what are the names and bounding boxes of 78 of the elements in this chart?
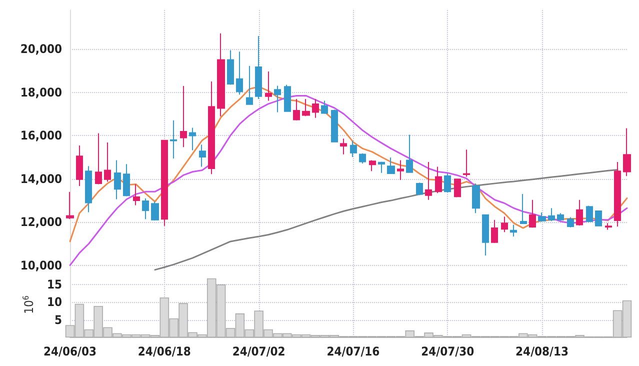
candlestick — [217, 32, 225, 117]
candlestick — [567, 216, 574, 228]
candlestick — [208, 80, 215, 175]
x-tick-label: 24/07/16 — [326, 344, 380, 358]
candlestick — [538, 212, 546, 222]
line-series — [69, 94, 628, 266]
candlestick — [133, 184, 140, 206]
y-tick-label: 20,000 — [20, 42, 62, 56]
candlestick — [520, 194, 527, 224]
candlestick — [359, 152, 366, 164]
candlestick — [265, 70, 272, 102]
candlestick — [463, 149, 470, 178]
candlestick — [340, 138, 347, 155]
candlestick — [66, 191, 74, 220]
candlestick — [548, 208, 555, 222]
candlestick — [614, 162, 621, 228]
candlestick — [387, 156, 395, 174]
x-tick-label: 24/07/30 — [421, 344, 474, 358]
candlestick — [104, 142, 111, 182]
candlestick — [170, 120, 177, 160]
y-tick-label: 14,000 — [20, 172, 62, 186]
candlestick — [576, 199, 583, 226]
candlestick — [529, 199, 536, 228]
candlestick — [151, 201, 159, 221]
candlestick — [227, 50, 234, 86]
x-tick-label: 24/06/03 — [44, 344, 96, 358]
candlestick — [501, 216, 508, 233]
candlestick — [491, 219, 498, 244]
y-tick-label: 12,000 — [20, 215, 62, 230]
candlestick — [472, 182, 480, 214]
candlestick — [454, 178, 461, 198]
candlestick — [302, 98, 310, 117]
candlestick — [586, 205, 593, 223]
candlestick — [180, 86, 187, 148]
y-tick-label: 5 — [54, 312, 62, 327]
candlestick — [595, 210, 602, 227]
y-tick-label: 10 — [46, 295, 62, 310]
candlestick — [331, 109, 338, 143]
candlestick — [482, 214, 489, 256]
candlestick — [435, 166, 442, 194]
candlestick — [123, 164, 130, 197]
candlestick — [416, 182, 423, 196]
candlestick — [284, 84, 291, 112]
x-tick-label: 24/08/13 — [516, 344, 569, 358]
y-tick-label: 16,000 — [20, 128, 62, 143]
candlestick — [246, 65, 253, 106]
candlestick — [605, 222, 612, 230]
y-tick-label: 15 — [46, 277, 62, 292]
candlestick — [76, 145, 83, 187]
candlestick — [623, 128, 631, 177]
candlestick — [406, 134, 413, 174]
candlestick — [397, 160, 404, 180]
candlestick — [95, 132, 102, 185]
candlestick — [236, 51, 243, 96]
candlestick — [255, 35, 262, 100]
candlestick — [444, 172, 451, 193]
y-tick-label: 18,000 — [20, 85, 62, 100]
candlestick — [378, 161, 385, 174]
candlestick — [199, 144, 206, 168]
candlestick — [189, 127, 196, 151]
candlestick — [369, 160, 376, 172]
candlestick — [510, 224, 517, 237]
candlestick — [557, 212, 564, 222]
candlestick — [114, 160, 121, 200]
line-series — [154, 169, 618, 271]
x-tick-label: 24/07/02 — [232, 344, 286, 358]
candlestick — [142, 198, 149, 220]
candlestick — [274, 85, 281, 113]
x-tick-label: 24/06/18 — [138, 344, 191, 358]
candlestick — [85, 166, 92, 213]
candlestick — [350, 140, 357, 158]
y-axis-title: 106 — [22, 295, 36, 314]
y-tick-label: 10,000 — [20, 258, 62, 273]
candlestick — [312, 98, 319, 118]
candlestick — [425, 162, 432, 200]
candlestick — [321, 100, 328, 114]
line-series — [69, 86, 628, 242]
candlestick — [293, 98, 300, 121]
